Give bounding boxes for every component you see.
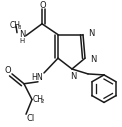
Text: CH: CH [33, 95, 44, 104]
Text: N: N [88, 29, 94, 38]
Text: O: O [40, 1, 46, 10]
Text: 2: 2 [41, 99, 44, 104]
Text: O: O [5, 66, 11, 75]
Text: CH: CH [10, 21, 21, 30]
Text: N: N [19, 30, 25, 39]
Text: 3: 3 [17, 25, 21, 30]
Text: Cl: Cl [27, 114, 35, 123]
Text: N: N [90, 55, 96, 64]
Text: H: H [19, 37, 25, 44]
Text: HN: HN [31, 73, 43, 82]
Text: N: N [70, 72, 76, 81]
